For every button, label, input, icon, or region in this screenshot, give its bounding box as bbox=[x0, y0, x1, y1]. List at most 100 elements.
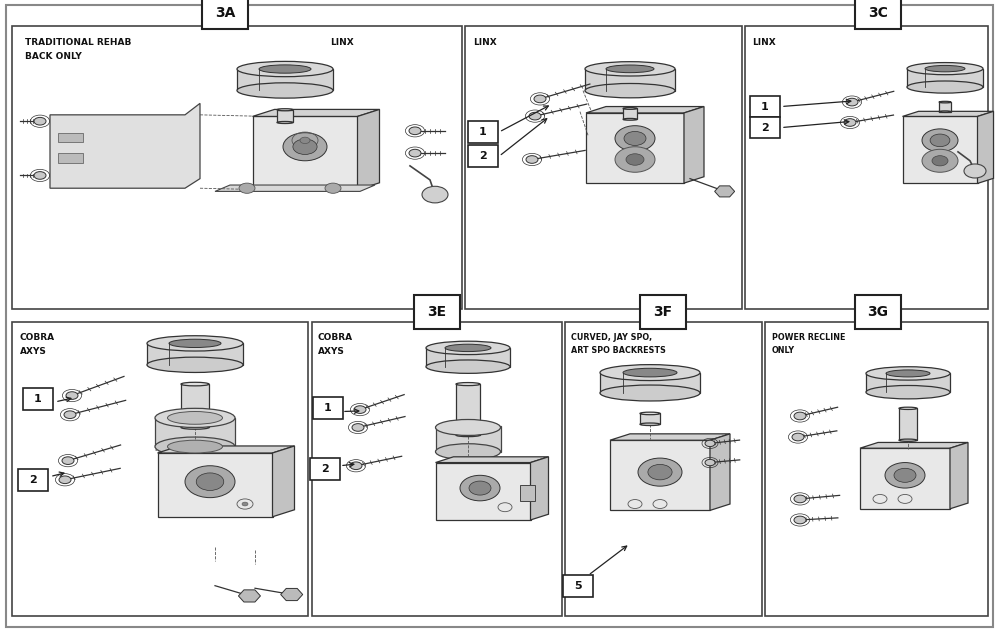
Circle shape bbox=[59, 476, 71, 484]
Polygon shape bbox=[281, 588, 303, 600]
Polygon shape bbox=[710, 434, 730, 510]
Polygon shape bbox=[684, 107, 704, 183]
Ellipse shape bbox=[866, 385, 950, 399]
Bar bbox=[765, 322, 988, 616]
Circle shape bbox=[66, 392, 78, 399]
Circle shape bbox=[239, 183, 255, 193]
Ellipse shape bbox=[426, 360, 510, 373]
Bar bbox=[58, 133, 83, 142]
Ellipse shape bbox=[606, 65, 654, 73]
Circle shape bbox=[529, 112, 541, 120]
Bar bbox=[312, 322, 562, 616]
Text: 1: 1 bbox=[761, 101, 769, 112]
Bar bbox=[939, 102, 951, 112]
Polygon shape bbox=[610, 434, 730, 440]
Bar bbox=[600, 373, 700, 393]
Circle shape bbox=[844, 119, 856, 126]
Circle shape bbox=[350, 462, 362, 470]
Ellipse shape bbox=[939, 101, 951, 103]
Polygon shape bbox=[50, 103, 200, 188]
Circle shape bbox=[325, 183, 341, 193]
Text: ONLY: ONLY bbox=[772, 346, 795, 355]
Ellipse shape bbox=[600, 364, 700, 380]
Circle shape bbox=[885, 463, 925, 488]
Ellipse shape bbox=[237, 61, 333, 77]
Text: 3E: 3E bbox=[427, 305, 447, 319]
Circle shape bbox=[352, 424, 364, 431]
Bar bbox=[745, 26, 988, 309]
Text: 1: 1 bbox=[479, 127, 487, 137]
Circle shape bbox=[242, 502, 248, 506]
Polygon shape bbox=[272, 446, 295, 517]
Text: 3F: 3F bbox=[653, 305, 673, 319]
Text: 2: 2 bbox=[321, 464, 329, 474]
FancyBboxPatch shape bbox=[855, 295, 901, 329]
Ellipse shape bbox=[168, 440, 222, 453]
Text: LINX: LINX bbox=[330, 38, 354, 47]
Text: COBRA: COBRA bbox=[318, 333, 353, 342]
FancyBboxPatch shape bbox=[468, 121, 498, 143]
Text: POWER RECLINE: POWER RECLINE bbox=[772, 333, 845, 342]
Ellipse shape bbox=[445, 345, 491, 352]
Polygon shape bbox=[586, 107, 704, 113]
Ellipse shape bbox=[155, 437, 235, 456]
Ellipse shape bbox=[155, 408, 235, 427]
Bar bbox=[252, 117, 358, 190]
Ellipse shape bbox=[939, 111, 951, 112]
FancyBboxPatch shape bbox=[23, 388, 53, 410]
Ellipse shape bbox=[436, 420, 501, 435]
Bar bbox=[12, 26, 462, 309]
Bar bbox=[520, 485, 535, 501]
Circle shape bbox=[34, 117, 46, 125]
Bar bbox=[899, 408, 917, 440]
Ellipse shape bbox=[907, 81, 983, 93]
FancyBboxPatch shape bbox=[202, 0, 248, 29]
Circle shape bbox=[794, 516, 806, 524]
FancyBboxPatch shape bbox=[313, 397, 343, 419]
Ellipse shape bbox=[169, 339, 221, 348]
Bar bbox=[860, 448, 950, 509]
Ellipse shape bbox=[585, 62, 675, 76]
Circle shape bbox=[922, 149, 958, 172]
Circle shape bbox=[409, 149, 421, 157]
Circle shape bbox=[354, 406, 366, 413]
Circle shape bbox=[34, 172, 46, 179]
Ellipse shape bbox=[899, 407, 917, 410]
Ellipse shape bbox=[456, 434, 480, 436]
Circle shape bbox=[626, 154, 644, 165]
Bar bbox=[465, 26, 742, 309]
FancyBboxPatch shape bbox=[18, 469, 48, 491]
Bar bbox=[277, 110, 293, 122]
Polygon shape bbox=[358, 110, 380, 190]
Circle shape bbox=[638, 458, 682, 486]
Circle shape bbox=[615, 147, 655, 172]
Circle shape bbox=[930, 134, 950, 147]
Bar bbox=[158, 453, 272, 517]
Text: 3G: 3G bbox=[868, 305, 889, 319]
FancyBboxPatch shape bbox=[750, 96, 780, 117]
Text: 2: 2 bbox=[479, 151, 487, 161]
Ellipse shape bbox=[623, 119, 637, 120]
Circle shape bbox=[196, 473, 224, 491]
Text: AXYS: AXYS bbox=[20, 347, 47, 356]
Circle shape bbox=[894, 468, 916, 482]
Bar bbox=[866, 373, 950, 392]
Ellipse shape bbox=[277, 108, 293, 111]
Circle shape bbox=[283, 133, 327, 161]
Bar bbox=[456, 384, 480, 435]
Text: 1: 1 bbox=[34, 394, 42, 404]
Text: TRADITIONAL REHAB: TRADITIONAL REHAB bbox=[25, 38, 131, 47]
Bar bbox=[436, 426, 501, 452]
Ellipse shape bbox=[181, 426, 209, 429]
Text: CURVED, JAY SPO,: CURVED, JAY SPO, bbox=[571, 333, 652, 342]
Circle shape bbox=[794, 412, 806, 420]
Polygon shape bbox=[215, 185, 375, 191]
Bar bbox=[237, 69, 333, 91]
Bar bbox=[147, 343, 243, 365]
FancyBboxPatch shape bbox=[855, 0, 901, 29]
Bar bbox=[155, 418, 235, 447]
Circle shape bbox=[293, 139, 317, 154]
FancyBboxPatch shape bbox=[640, 295, 686, 329]
Ellipse shape bbox=[277, 121, 293, 124]
FancyBboxPatch shape bbox=[310, 458, 340, 480]
